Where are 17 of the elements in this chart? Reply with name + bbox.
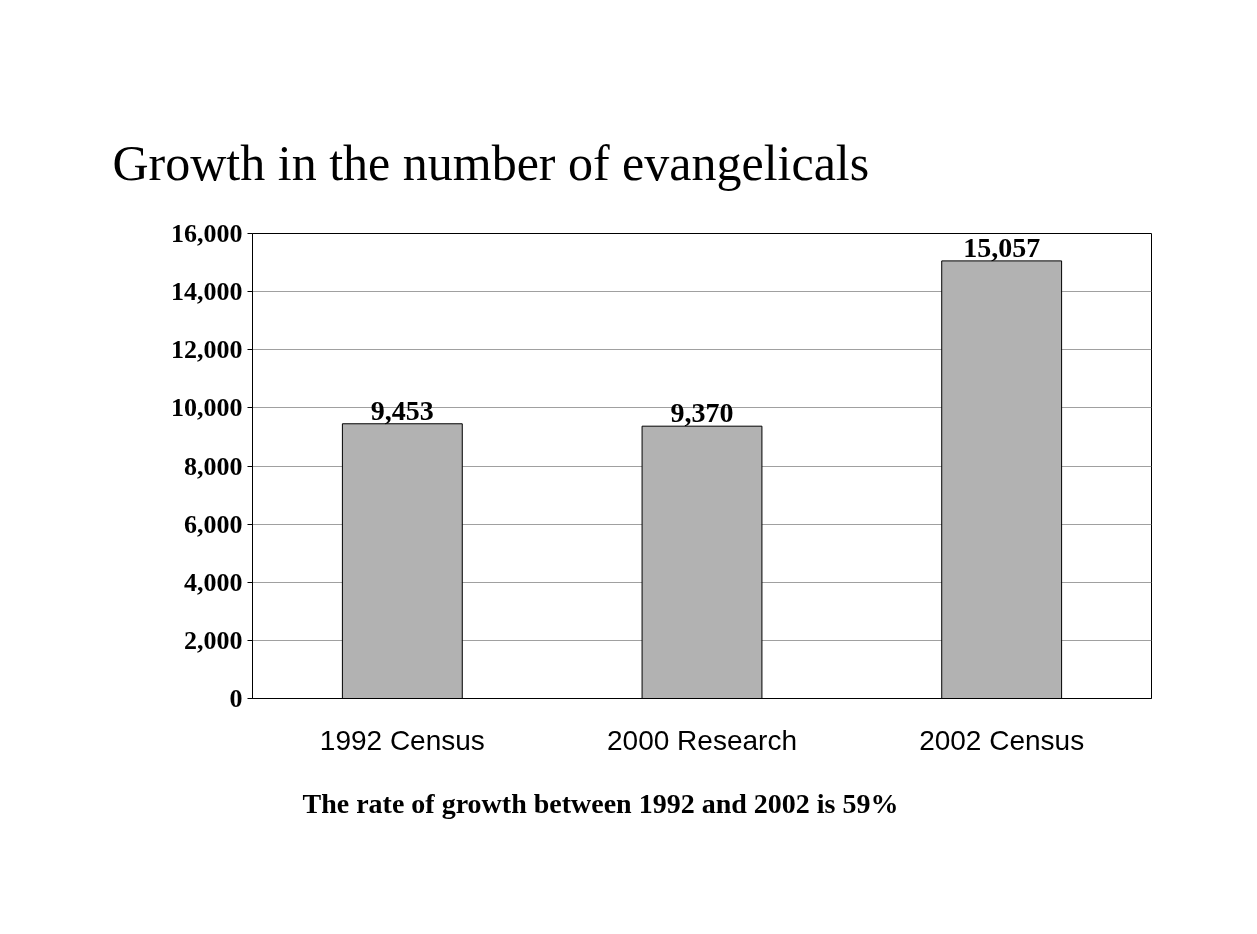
- y-tick-label: 8,000: [184, 451, 243, 481]
- y-tick-label: 6,000: [184, 509, 243, 539]
- text: The rate of growth between 1992 and 2002 is 59%: [302, 788, 899, 819]
- y-tick-label: 16,000: [171, 219, 243, 248]
- y-tick-label: 14,000: [171, 277, 243, 307]
- y-tick-label: 0: [229, 684, 243, 713]
- y-tick-label: 10,000: [171, 393, 243, 423]
- x-tick-label: 1992 Census: [319, 724, 485, 756]
- x-tick-label: 2000 Research: [607, 724, 797, 756]
- y-tick-label: 4,000: [184, 567, 243, 597]
- data-label: 9,370: [670, 397, 734, 429]
- data-label: 15,057: [963, 231, 1041, 263]
- y-tick-label: 2,000: [184, 625, 243, 655]
- x-tick-label: 2002 Census: [919, 724, 1085, 756]
- chart-title: Growth in the number of evangelicals: [112, 135, 870, 191]
- data-label: 9,453: [370, 394, 434, 426]
- y-tick-label: 12,000: [171, 335, 243, 365]
